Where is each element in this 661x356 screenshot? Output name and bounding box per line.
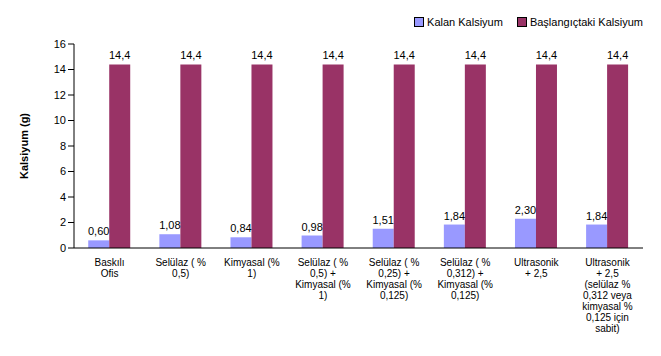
- svg-text:14: 14: [54, 63, 66, 75]
- svg-text:2: 2: [60, 216, 66, 228]
- svg-text:1,84: 1,84: [586, 210, 607, 222]
- svg-text:Ultrasonik+ 2,5: Ultrasonik+ 2,5: [514, 257, 559, 279]
- svg-text:6: 6: [60, 165, 66, 177]
- svg-text:Kimyasal (%1): Kimyasal (%1): [224, 257, 280, 279]
- svg-text:BaskılıOfis: BaskılıOfis: [95, 257, 125, 279]
- svg-text:4: 4: [60, 191, 66, 203]
- svg-text:0,60: 0,60: [88, 225, 109, 237]
- svg-text:10: 10: [54, 114, 66, 126]
- svg-text:Selülaz ( %0,25) +Kimyasal (%0: Selülaz ( %0,25) +Kimyasal (%0,125): [366, 257, 422, 301]
- svg-text:14,4: 14,4: [465, 49, 486, 61]
- html-text:Başlangıçtaki Kalsiyum: Başlangıçtaki Kalsiyum: [529, 16, 643, 28]
- svg-text:Selülaz ( %0,312) +Kimyasal (%: Selülaz ( %0,312) +Kimyasal (%0,125): [437, 257, 493, 301]
- svg-text:1,84: 1,84: [444, 210, 465, 222]
- svg-text:12: 12: [54, 89, 66, 101]
- svg-text:14,4: 14,4: [536, 49, 557, 61]
- svg-text:0,84: 0,84: [230, 222, 251, 234]
- svg-text:Ultrasonik+ 2,5(selülaz %0,312: Ultrasonik+ 2,5(selülaz %0,312 veyakimya…: [582, 257, 633, 334]
- svg-text:0: 0: [60, 242, 66, 254]
- svg-text:Kalsiyum (g): Kalsiyum (g): [18, 113, 30, 179]
- svg-text:8: 8: [60, 140, 66, 152]
- svg-text:1,08: 1,08: [159, 219, 180, 231]
- svg-text:Selülaz ( %0,5): Selülaz ( %0,5): [155, 257, 206, 279]
- svg-text:16: 16: [54, 38, 66, 50]
- svg-text:14,4: 14,4: [180, 49, 201, 61]
- svg-text:Selülaz ( %0,5) +Kimyasal (%1): Selülaz ( %0,5) +Kimyasal (%1): [295, 257, 351, 301]
- svg-text:0,98: 0,98: [301, 221, 322, 233]
- svg-text:2,30: 2,30: [515, 204, 536, 216]
- svg-text:14,4: 14,4: [607, 49, 628, 61]
- svg-text:1,51: 1,51: [373, 214, 394, 226]
- svg-text:14,4: 14,4: [109, 49, 130, 61]
- svg-text:14,4: 14,4: [322, 49, 343, 61]
- html-text:Kalan Kalsiyum: Kalan Kalsiyum: [427, 16, 503, 28]
- svg-text:14,4: 14,4: [251, 49, 272, 61]
- svg-text:14,4: 14,4: [394, 49, 415, 61]
